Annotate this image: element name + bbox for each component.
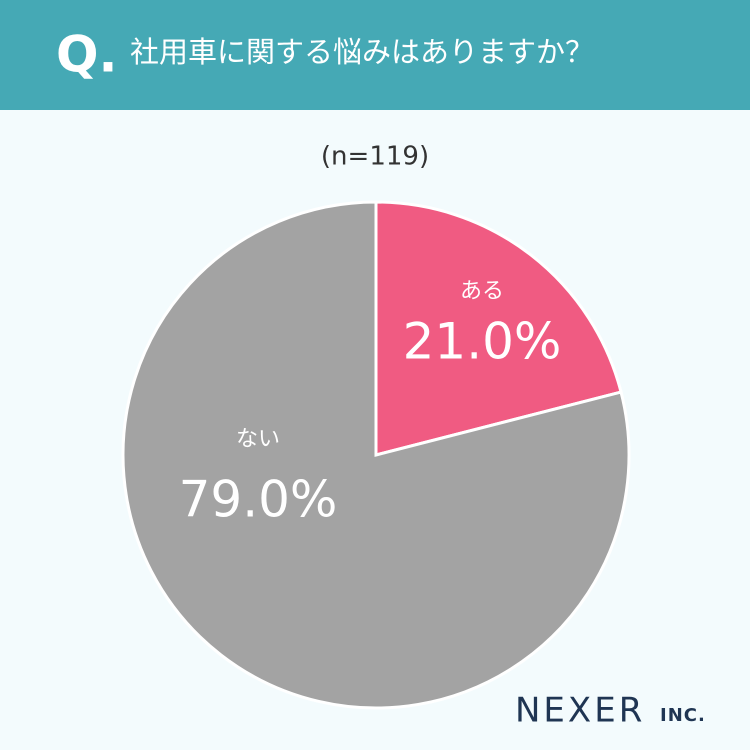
logo-name: NEXER <box>515 691 645 731</box>
subtitle: (n=119) <box>321 142 429 172</box>
slice-name: ある <box>460 279 504 304</box>
value-label: 79.0% <box>179 471 338 529</box>
chart-title: 社用車に関する悩みはありますか？ <box>130 35 594 69</box>
pie-slice <box>374 200 623 457</box>
pie-slice <box>121 200 631 710</box>
question-mark: Q. <box>56 26 118 84</box>
logo-suffix: INC. <box>660 705 706 726</box>
pie: ある 21.0% ない 79.0% <box>121 200 631 710</box>
value-label: 21.0% <box>403 313 562 371</box>
slice-name: ない <box>236 427 280 452</box>
header <box>0 0 750 110</box>
